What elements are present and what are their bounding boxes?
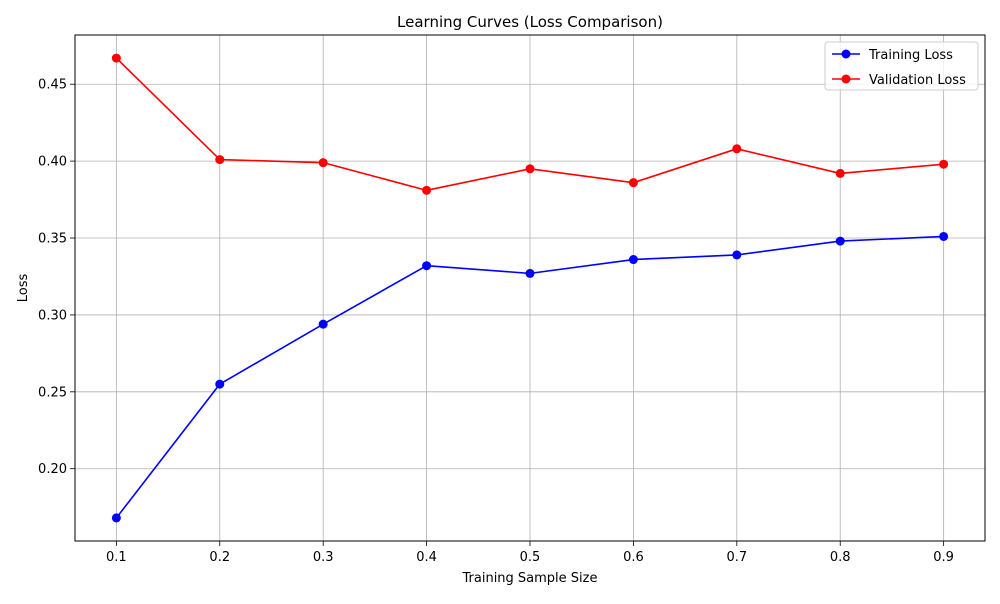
legend-marker-training-loss: [841, 49, 851, 59]
y-tick-label: 0.35: [38, 232, 67, 247]
legend-label-validation-loss: Validation Loss: [869, 73, 966, 88]
data-point-training-loss: [215, 379, 225, 389]
y-tick-label: 0.20: [38, 462, 67, 477]
data-point-validation-loss: [525, 164, 535, 174]
legend: Training Loss Validation Loss: [824, 41, 979, 91]
legend-marker-validation-loss: [841, 74, 851, 84]
data-point-validation-loss: [422, 185, 432, 195]
y-tick-label: 0.30: [38, 308, 67, 323]
data-point-validation-loss: [628, 178, 638, 188]
x-tick-label: 0.3: [313, 550, 334, 565]
data-point-training-loss: [525, 268, 535, 278]
data-point-training-loss: [628, 255, 638, 265]
y-axis-label: Loss: [16, 274, 31, 303]
data-series: [111, 53, 949, 523]
y-tick-label: 0.40: [38, 155, 67, 170]
data-point-validation-loss: [318, 158, 328, 168]
data-point-training-loss: [732, 250, 742, 260]
data-point-validation-loss: [835, 168, 845, 178]
x-axis-ticks: 0.1 0.2 0.3 0.4 0.5 0.6 0.7 0.8 0.9: [106, 541, 954, 565]
legend-box: [824, 41, 979, 91]
data-point-training-loss: [318, 319, 328, 329]
grid-lines: [75, 35, 985, 541]
data-point-validation-loss: [111, 53, 121, 63]
x-tick-label: 0.2: [209, 550, 230, 565]
x-tick-label: 0.4: [416, 550, 437, 565]
data-point-validation-loss: [215, 155, 225, 165]
x-tick-label: 0.9: [933, 550, 954, 565]
x-axis-label: Training Sample Size: [462, 571, 598, 586]
data-point-validation-loss: [939, 159, 949, 169]
data-point-training-loss: [111, 513, 121, 523]
legend-label-training-loss: Training Loss: [868, 48, 953, 63]
x-tick-label: 0.7: [726, 550, 747, 565]
data-point-validation-loss: [732, 144, 742, 154]
y-tick-label: 0.25: [38, 385, 67, 400]
x-tick-label: 0.8: [830, 550, 851, 565]
x-tick-label: 0.5: [520, 550, 541, 565]
y-tick-label: 0.45: [38, 78, 67, 93]
chart-title: Learning Curves (Loss Comparison): [397, 13, 663, 31]
x-tick-label: 0.6: [623, 550, 644, 565]
x-tick-label: 0.1: [106, 550, 127, 565]
data-point-training-loss: [422, 261, 432, 271]
data-point-training-loss: [939, 231, 949, 241]
y-axis-ticks: 0.20 0.25 0.30 0.35 0.40 0.45: [38, 78, 75, 477]
data-point-training-loss: [835, 236, 845, 246]
